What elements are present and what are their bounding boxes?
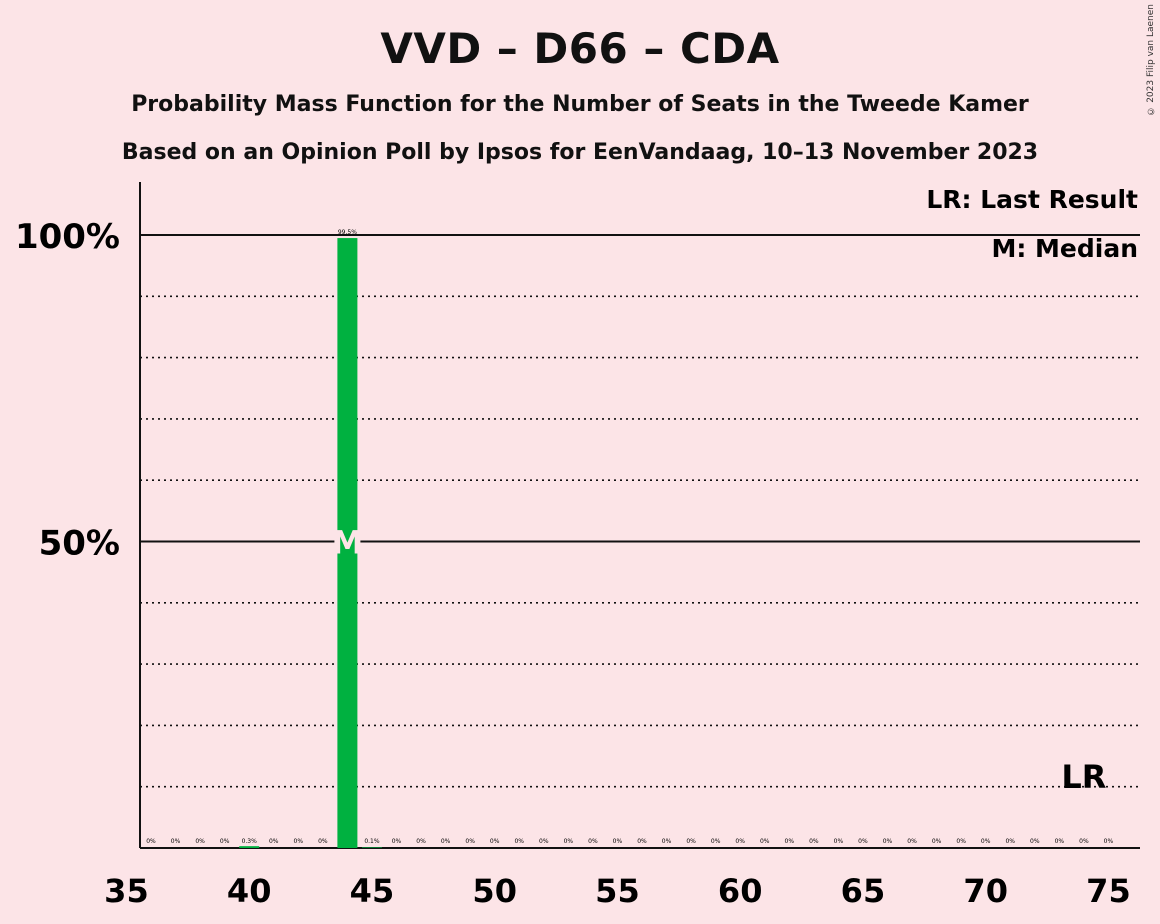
data-label-39: 0% [220,838,230,845]
legend-entry-2: M: Median [991,234,1138,263]
legend-entry-1: LR: Last Result [926,185,1138,214]
data-label-51: 0% [514,838,524,845]
data-label-67: 0% [907,838,917,845]
x-tick-label-75: 75 [1086,872,1131,910]
x-tick-label-40: 40 [227,872,272,910]
data-label-52: 0% [539,838,549,845]
median-marker: M [331,524,363,562]
data-label-72: 0% [1030,838,1040,845]
data-label-58: 0% [686,838,696,845]
data-label-55: 0% [613,838,623,845]
data-label-64: 0% [834,838,844,845]
data-label-42: 0% [294,838,304,845]
data-label-38: 0% [195,838,205,845]
data-label-62: 0% [785,838,795,845]
data-label-65: 0% [858,838,868,845]
data-label-50: 0% [490,838,500,845]
data-label-66: 0% [883,838,893,845]
x-tick-label-70: 70 [963,872,1008,910]
data-label-56: 0% [637,838,647,845]
x-tick-label-65: 65 [841,872,886,910]
data-label-54: 0% [588,838,598,845]
data-label-63: 0% [809,838,819,845]
data-label-45: 0.1% [364,838,380,845]
chart-subtitle-2: Based on an Opinion Poll by Ipsos for Ee… [121,140,1039,165]
data-label-40: 0.3% [242,838,258,845]
chart-title: VVD – D66 – CDA [380,24,780,73]
data-label-61: 0% [760,838,770,845]
data-label-48: 0% [441,838,451,845]
data-label-59: 0% [711,838,721,845]
x-tick-label-45: 45 [350,872,395,910]
bar-44 [337,238,358,848]
data-label-44: 99.5% [338,229,357,236]
data-label-46: 0% [392,838,402,845]
x-tick-label-55: 55 [595,872,640,910]
data-label-73: 0% [1055,838,1065,845]
chart-subtitle-1: Probability Mass Function for the Number… [131,92,1029,117]
data-label-74: 0% [1079,838,1089,845]
data-label-60: 0% [735,838,745,845]
data-label-69: 0% [956,838,966,845]
last-result-marker: LR [1061,758,1106,796]
data-label-53: 0% [564,838,574,845]
data-label-57: 0% [662,838,672,845]
bar-40 [239,846,260,848]
x-tick-label-60: 60 [718,872,763,910]
data-label-47: 0% [416,838,426,845]
data-label-70: 0% [981,838,991,845]
data-label-75: 0% [1104,838,1114,845]
data-label-71: 0% [1005,838,1015,845]
data-label-41: 0% [269,838,279,845]
x-tick-label-35: 35 [104,872,149,910]
y-tick-label-100: 100% [15,217,120,257]
data-label-68: 0% [932,838,942,845]
y-tick-label-50: 50% [39,524,120,564]
data-label-37: 0% [171,838,181,845]
data-label-43: 0% [318,838,328,845]
bar-45 [361,847,382,848]
x-tick-label-50: 50 [472,872,517,910]
data-label-36: 0% [146,838,156,845]
data-label-49: 0% [465,838,475,845]
